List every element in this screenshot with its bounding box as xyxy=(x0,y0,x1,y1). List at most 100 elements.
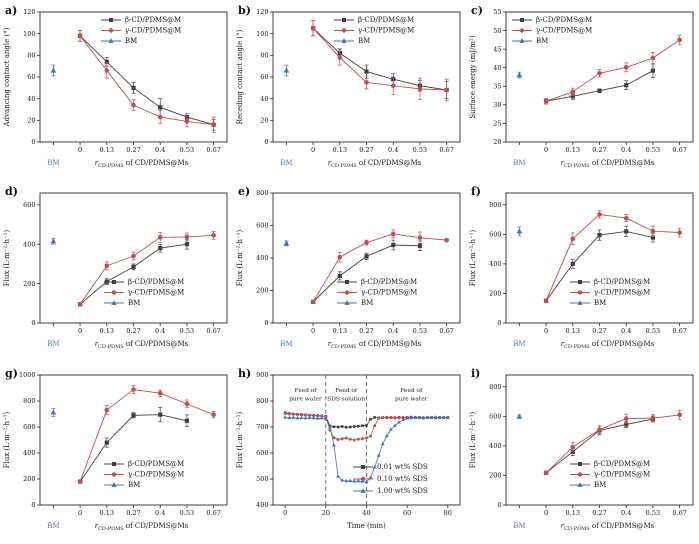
svg-text:Feed of: Feed of xyxy=(400,388,423,394)
svg-text:Flux (L·m⁻²·h⁻¹): Flux (L·m⁻²·h⁻¹) xyxy=(3,411,11,468)
svg-text:Flux (L·m⁻²·h⁻¹): Flux (L·m⁻²·h⁻¹) xyxy=(236,411,244,468)
svg-text:600: 600 xyxy=(256,222,268,230)
svg-text:β-CD/PDMS@M: β-CD/PDMS@M xyxy=(361,279,417,287)
svg-text:0.01 wt% SDS: 0.01 wt% SDS xyxy=(377,463,428,471)
svg-text:Flux (L·m⁻²·h⁻¹): Flux (L·m⁻²·h⁻¹) xyxy=(236,230,244,287)
svg-text:0.13: 0.13 xyxy=(566,509,580,517)
svg-text:γ-CD/PDMS@M: γ-CD/PDMS@M xyxy=(536,27,592,35)
svg-text:60: 60 xyxy=(260,73,268,81)
svg-text:γ-CD/PDMS@M: γ-CD/PDMS@M xyxy=(594,289,650,297)
svg-text:800: 800 xyxy=(256,397,268,405)
svg-text:rCD-PDMS of CD/PDMS@Ms: rCD-PDMS of CD/PDMS@Ms xyxy=(95,159,189,169)
svg-text:BM: BM xyxy=(358,37,370,45)
svg-text:0.4: 0.4 xyxy=(621,146,631,154)
svg-text:0: 0 xyxy=(78,509,82,517)
panel-f: f) 0 200 400 600 800 0 0.13 0.27 0.4 0.53 0.67 BM rC… xyxy=(466,181,699,362)
svg-text:800: 800 xyxy=(256,190,268,198)
svg-text:1.00 wt% SDS: 1.00 wt% SDS xyxy=(377,487,428,495)
svg-text:0.27: 0.27 xyxy=(359,146,373,154)
panel-g: g) 0 200 400 600 800 1000 0 0.13 0.27 0.4 0.53 0.67… xyxy=(0,363,233,544)
panel-a-chart: 0 20 40 60 80 100 120 0 0.13 0.27 0.4 0.53 0.67 BM rCD… xyxy=(3,8,228,169)
svg-text:BM: BM xyxy=(128,481,140,489)
panel-f-chart: 0 200 400 600 800 0 0.13 0.27 0.4 0.53 0.67 BM rCD-P… xyxy=(469,192,694,350)
panel-h: h) 400 500 600 700 800 900 0 20 40 60 80 Time (min)… xyxy=(233,363,466,544)
svg-text:0: 0 xyxy=(31,501,35,509)
svg-text:200: 200 xyxy=(23,475,35,483)
svg-text:50: 50 xyxy=(493,27,501,35)
svg-text:rCD-PDMS of CD/PDMS@Ms: rCD-PDMS of CD/PDMS@Ms xyxy=(95,522,189,532)
panel-label-d: d) xyxy=(5,185,18,199)
svg-text:900: 900 xyxy=(256,371,268,379)
svg-text:0: 0 xyxy=(497,320,501,328)
svg-text:0.67: 0.67 xyxy=(672,509,686,517)
svg-text:BM: BM xyxy=(513,522,525,530)
svg-text:700: 700 xyxy=(256,423,268,431)
svg-text:0: 0 xyxy=(78,146,82,154)
panel-d-chart: 0 200 400 600 0 0.13 0.27 0.4 0.53 0.67 BM rCD-PDMS… xyxy=(3,192,228,350)
svg-text:400: 400 xyxy=(489,442,501,450)
svg-text:0.13: 0.13 xyxy=(100,327,114,335)
svg-text:600: 600 xyxy=(489,231,501,239)
svg-text:80: 80 xyxy=(27,52,35,60)
svg-text:0.27: 0.27 xyxy=(126,327,140,335)
svg-text:BM: BM xyxy=(47,522,59,530)
svg-text:0.27: 0.27 xyxy=(592,146,606,154)
svg-text:0.67: 0.67 xyxy=(672,327,686,335)
svg-text:BM: BM xyxy=(594,481,606,489)
svg-text:0: 0 xyxy=(31,138,35,146)
svg-text:800: 800 xyxy=(489,383,501,391)
svg-text:0: 0 xyxy=(544,509,548,517)
svg-text:Flux (L·m⁻²·h⁻¹): Flux (L·m⁻²·h⁻¹) xyxy=(469,411,477,468)
svg-text:0.53: 0.53 xyxy=(646,146,660,154)
svg-text:0.4: 0.4 xyxy=(621,509,631,517)
svg-text:20: 20 xyxy=(322,509,330,517)
panel-label-b: b) xyxy=(238,4,251,17)
svg-text:β-CD/PDMS@M: β-CD/PDMS@M xyxy=(594,460,650,468)
panel-label-c: c) xyxy=(471,4,483,17)
panel-i: i) 0 200 400 600 800 0 0.13 0.27 0.4 0.53 0.67 BM rC… xyxy=(466,363,699,544)
svg-text:0.13: 0.13 xyxy=(333,146,347,154)
svg-text:60: 60 xyxy=(403,509,411,517)
svg-text:0.53: 0.53 xyxy=(180,146,194,154)
svg-text:β-CD/PDMS@M: β-CD/PDMS@M xyxy=(128,460,184,468)
svg-text:0.53: 0.53 xyxy=(180,509,194,517)
svg-text:0.53: 0.53 xyxy=(646,327,660,335)
svg-text:0: 0 xyxy=(311,327,315,335)
svg-text:30: 30 xyxy=(493,101,501,109)
svg-text:0.27: 0.27 xyxy=(126,509,140,517)
svg-text:400: 400 xyxy=(23,449,35,457)
svg-text:0.27: 0.27 xyxy=(592,509,606,517)
svg-text:0.67: 0.67 xyxy=(439,146,453,154)
svg-text:0: 0 xyxy=(311,146,315,154)
svg-text:BM: BM xyxy=(513,340,525,348)
panel-d: d) 0 200 400 600 0 0.13 0.27 0.4 0.53 0.67 BM rCD-P… xyxy=(0,181,233,362)
svg-text:35: 35 xyxy=(493,82,501,90)
svg-text:0: 0 xyxy=(264,320,268,328)
svg-text:40: 40 xyxy=(27,95,35,103)
svg-text:0: 0 xyxy=(497,501,501,509)
panel-c-chart: 20 25 30 35 40 45 50 55 0 0.13 0.27 0.4 0.53 0.67 BM rC… xyxy=(469,8,694,169)
panel-b: b) 0 20 40 60 80 100 120 0 0.13 0.27 0.4 0.53 0.67 BM… xyxy=(233,0,466,181)
svg-text:BM: BM xyxy=(594,300,606,308)
svg-text:Receding contact angle (°): Receding contact angle (°) xyxy=(236,29,244,124)
svg-text:rCD-PDMS of CD/PDMS@Ms: rCD-PDMS of CD/PDMS@Ms xyxy=(328,340,422,350)
svg-text:Time (min): Time (min) xyxy=(347,522,386,530)
svg-text:γ-CD/PDMS@M: γ-CD/PDMS@M xyxy=(128,470,184,478)
svg-text:0.10 wt% SDS: 0.10 wt% SDS xyxy=(377,475,428,483)
svg-text:600: 600 xyxy=(23,201,35,209)
svg-text:BM: BM xyxy=(47,159,59,167)
svg-text:0.53: 0.53 xyxy=(413,146,427,154)
svg-text:0.4: 0.4 xyxy=(388,327,398,335)
svg-text:55: 55 xyxy=(493,8,501,16)
svg-text:0.53: 0.53 xyxy=(413,327,427,335)
svg-text:200: 200 xyxy=(489,471,501,479)
panel-h-chart: 400 500 600 700 800 900 0 20 40 60 80 Time (min) Flu… xyxy=(236,371,461,530)
svg-text:0: 0 xyxy=(264,138,268,146)
svg-text:rCD-PDMS of CD/PDMS@Ms: rCD-PDMS of CD/PDMS@Ms xyxy=(328,159,422,169)
svg-text:60: 60 xyxy=(27,73,35,81)
svg-text:20: 20 xyxy=(260,117,268,125)
svg-text:BM: BM xyxy=(536,37,548,45)
svg-text:0.13: 0.13 xyxy=(100,146,114,154)
svg-text:400: 400 xyxy=(256,255,268,263)
svg-text:rCD-PDMS of CD/PDMS@Ms: rCD-PDMS of CD/PDMS@Ms xyxy=(561,159,655,169)
